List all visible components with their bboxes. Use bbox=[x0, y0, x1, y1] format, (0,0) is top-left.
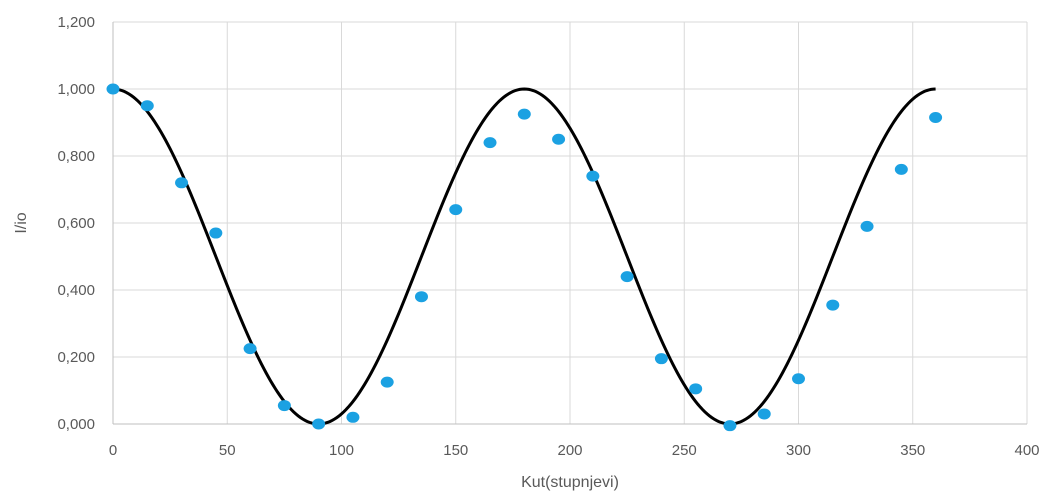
data-point bbox=[654, 353, 668, 365]
data-point bbox=[723, 420, 737, 432]
data-point bbox=[929, 111, 943, 123]
x-tick-labels: 0 50 100 150 200 250 300 350 400 bbox=[109, 442, 1040, 459]
data-point bbox=[860, 220, 874, 232]
data-point bbox=[209, 227, 223, 239]
data-point bbox=[175, 177, 189, 189]
x-tick-label: 0 bbox=[109, 442, 117, 459]
y-tick-label: 0,000 bbox=[57, 416, 95, 433]
x-tick-label: 350 bbox=[900, 442, 925, 459]
data-point bbox=[517, 108, 531, 120]
data-point bbox=[620, 271, 634, 283]
data-point bbox=[140, 100, 154, 112]
y-tick-label: 0,400 bbox=[57, 282, 95, 299]
x-axis-title: Kut(stupnjevi) bbox=[521, 474, 619, 491]
data-point bbox=[277, 400, 291, 412]
data-point bbox=[414, 291, 428, 303]
gridlines bbox=[113, 21, 1028, 424]
data-point bbox=[380, 376, 394, 388]
data-point bbox=[449, 204, 463, 216]
y-tick-label: 0,800 bbox=[57, 148, 95, 165]
data-point bbox=[243, 343, 257, 355]
x-tick-label: 300 bbox=[786, 442, 811, 459]
x-tick-label: 400 bbox=[1014, 442, 1039, 459]
x-tick-label: 150 bbox=[443, 442, 468, 459]
y-tick-label: 0,200 bbox=[57, 349, 95, 366]
data-point bbox=[894, 163, 908, 175]
y-tick-label: 1,200 bbox=[57, 14, 95, 31]
data-point bbox=[689, 383, 703, 395]
y-tick-label: 1,000 bbox=[57, 81, 95, 98]
data-point bbox=[757, 408, 771, 420]
data-point bbox=[792, 373, 805, 385]
data-point bbox=[312, 418, 326, 430]
data-point bbox=[552, 133, 566, 145]
x-tick-label: 100 bbox=[329, 442, 354, 459]
data-point bbox=[106, 83, 120, 95]
x-tick-label: 200 bbox=[557, 442, 582, 459]
scatter-series bbox=[106, 83, 943, 432]
line-series bbox=[112, 87, 936, 426]
y-tick-labels: 0,000 0,200 0,400 0,600 0,800 1,000 1,200 bbox=[57, 14, 95, 433]
x-tick-label: 50 bbox=[219, 442, 236, 459]
data-point bbox=[586, 170, 600, 182]
data-point bbox=[483, 137, 497, 149]
y-axis-title: I/io bbox=[13, 212, 30, 233]
y-tick-label: 0,600 bbox=[57, 215, 95, 232]
theory-curve bbox=[112, 87, 936, 426]
data-point bbox=[826, 299, 840, 311]
data-point bbox=[346, 411, 360, 423]
x-tick-label: 250 bbox=[672, 442, 697, 459]
